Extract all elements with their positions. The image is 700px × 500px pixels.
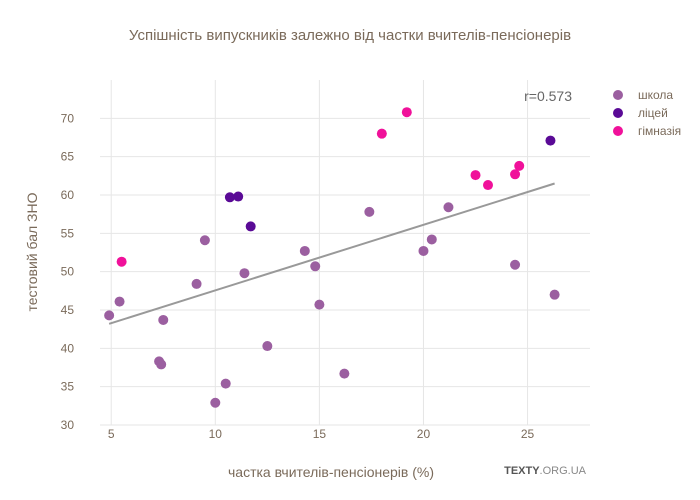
- data-points: [104, 107, 560, 408]
- trendline: [108, 182, 555, 325]
- data-point[interactable]: [376, 128, 387, 139]
- data-point[interactable]: [483, 180, 493, 191]
- data-point[interactable]: [114, 296, 125, 307]
- chart-title: Успішність випускників залежно від частк…: [129, 27, 571, 44]
- data-point[interactable]: [233, 191, 244, 202]
- data-point[interactable]: [239, 268, 250, 279]
- legend-marker[interactable]: [613, 126, 623, 136]
- legend[interactable]: школа ліцей гімназія: [613, 88, 681, 138]
- data-point[interactable]: [104, 310, 115, 321]
- data-point[interactable]: [426, 234, 437, 245]
- y-axis-title: тестовий бал ЗНО: [24, 192, 40, 311]
- data-point[interactable]: [299, 245, 310, 256]
- y-tick-label: 55: [61, 226, 75, 240]
- data-point[interactable]: [364, 206, 375, 217]
- y-tick-label: 40: [61, 341, 75, 355]
- data-point[interactable]: [549, 289, 560, 300]
- y-tick-label: 50: [61, 265, 75, 279]
- data-point[interactable]: [418, 245, 429, 256]
- data-point[interactable]: [339, 368, 350, 379]
- legend-label[interactable]: школа: [638, 88, 673, 102]
- data-point[interactable]: [262, 341, 273, 352]
- data-point[interactable]: [443, 202, 454, 213]
- x-tick-label: 20: [417, 427, 431, 441]
- data-point[interactable]: [314, 299, 325, 310]
- y-tick-label: 70: [61, 111, 75, 125]
- x-axis-title: частка вчителів-пенсіонерів (%): [228, 464, 434, 480]
- data-point[interactable]: [156, 359, 167, 370]
- legend-marker[interactable]: [613, 108, 623, 118]
- data-point[interactable]: [545, 135, 556, 146]
- data-point[interactable]: [116, 256, 127, 267]
- data-point[interactable]: [510, 259, 521, 270]
- y-tick-label: 45: [61, 303, 75, 317]
- y-tick-label: 60: [61, 188, 75, 202]
- credit-logo: TEXTY.ORG.UA: [504, 465, 587, 477]
- data-point[interactable]: [510, 169, 521, 180]
- x-tick-label: 5: [108, 427, 115, 441]
- data-point[interactable]: [191, 278, 202, 289]
- data-point[interactable]: [310, 261, 321, 272]
- y-axis-ticks: 30 35 40 45 50 55 60 65 70: [61, 111, 75, 432]
- x-tick-label: 10: [209, 427, 223, 441]
- data-point[interactable]: [210, 397, 221, 408]
- legend-label[interactable]: гімназія: [638, 124, 681, 138]
- data-point[interactable]: [245, 221, 256, 232]
- data-point[interactable]: [470, 170, 481, 181]
- legend-marker[interactable]: [613, 90, 623, 100]
- data-point[interactable]: [514, 160, 525, 171]
- data-point[interactable]: [199, 235, 210, 246]
- y-tick-label: 35: [61, 380, 75, 394]
- legend-label[interactable]: ліцей: [638, 106, 668, 120]
- data-point[interactable]: [401, 107, 412, 118]
- credit-logo-sub: .ORG.UA: [540, 465, 587, 477]
- y-tick-label: 65: [61, 150, 75, 164]
- y-tick-label: 30: [61, 418, 75, 432]
- x-tick-label: 25: [521, 427, 535, 441]
- x-axis-ticks: 5 10 15 20 25: [108, 427, 535, 441]
- data-point[interactable]: [158, 314, 169, 325]
- data-point[interactable]: [224, 192, 235, 203]
- credit-logo-main: TEXTY: [504, 465, 540, 477]
- data-point[interactable]: [220, 378, 231, 389]
- correlation-annotation: r=0.573: [524, 88, 572, 104]
- x-tick-label: 15: [313, 427, 327, 441]
